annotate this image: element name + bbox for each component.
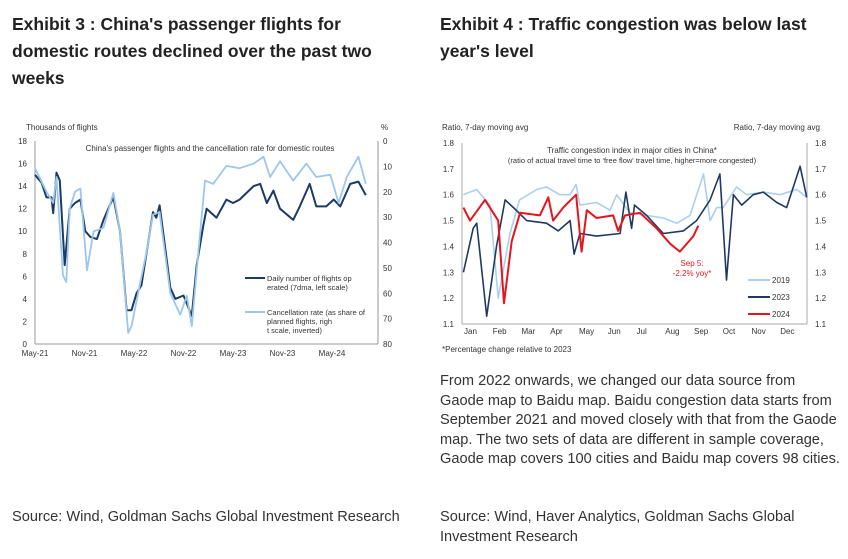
exhibit-4-source: Source: Wind, Haver Analytics, Goldman S… [440, 509, 795, 545]
x-tick-label: Nov [752, 327, 766, 336]
flights-chart: 0 2 4 6 8 10 12 14 16 18 0 10 20 30 40 50 60 70 80 May-21 No… [18, 123, 392, 358]
y-tick-label: 0 [23, 340, 28, 349]
x-tick-label: Aug [665, 327, 679, 336]
x-tick-label: May-22 [121, 349, 148, 358]
series-line-2024 [462, 193, 700, 305]
y-tick-label: 1.3 [443, 268, 455, 277]
y-axis-label: Thousands of flights [26, 123, 98, 132]
legend-label-2024: 2024 [772, 310, 790, 319]
y-tick-label: 1.4 [443, 242, 455, 251]
legend-label: Cancellation rate (as share of planned fl… [267, 308, 366, 335]
x-tick-label: May-23 [220, 349, 247, 358]
y2-tick-label: 40 [383, 239, 392, 248]
x-tick-label: Dec [780, 327, 794, 336]
y-tick-label: 14 [18, 182, 27, 191]
y2-tick-label: 60 [383, 289, 392, 298]
x-tick-label: Jun [608, 327, 621, 336]
y2-tick-label: 80 [383, 340, 392, 349]
y-tick-label: 1.8 [443, 139, 455, 148]
x-tick-label: Feb [493, 327, 507, 336]
x-tick-label: Oct [723, 327, 736, 336]
footnote: *Percentage change relative to 2023 [442, 345, 572, 354]
y2-tick-label: 1.7 [815, 165, 827, 174]
y-tick-label: 8 [23, 250, 28, 259]
congestion-chart: 1.1 1.1 1.2 1.2 1.3 1.3 1.4 1.4 1.5 1.5 1.6 1.6 1.7 1… [442, 123, 827, 354]
legend-label-2023: 2023 [772, 293, 790, 302]
y2-tick-label: 50 [383, 264, 392, 273]
data-source-note: From 2022 onwards, we changed our data s… [440, 373, 840, 468]
x-tick-label: Nov-22 [171, 349, 197, 358]
y-tick-label: 1.2 [443, 294, 455, 303]
y-tick-label: 1.6 [443, 191, 455, 200]
exhibit-3-title: Exhibit 3 : China's passenger flights fo… [12, 14, 372, 88]
x-tick-label: Nov-23 [270, 349, 296, 358]
x-tick-label: Sep [694, 327, 709, 336]
legend-label: Daily number of flights op erated (7dma, … [267, 274, 352, 292]
x-tick-label: May-24 [319, 349, 346, 358]
x-tick-label: Jan [464, 327, 477, 336]
y-tick-label: 2 [23, 317, 28, 326]
y-tick-label: 1.5 [443, 217, 455, 226]
series-line-2019 [463, 173, 808, 299]
y2-tick-label: 20 [383, 188, 392, 197]
y-tick-label: 16 [18, 160, 27, 169]
x-tick-label: May [579, 327, 594, 336]
y2-tick-label: 1.1 [815, 320, 827, 329]
chart-title: Traffic congestion index in major cities… [547, 146, 717, 155]
exhibit-3-source: Source: Wind, Goldman Sachs Global Inves… [12, 509, 400, 525]
y-tick-label: 6 [23, 272, 28, 281]
y-tick-label: 18 [18, 137, 27, 146]
chart-subtitle: (ratio of actual travel time to 'free fl… [508, 156, 757, 165]
y-axis-label: Ratio, 7-day moving avg [442, 123, 528, 132]
x-tick-label: Jul [637, 327, 647, 336]
y2-tick-label: 70 [383, 315, 392, 324]
sep-5-annotation: Sep 5: -2.2% yoy* [673, 259, 712, 278]
y2-tick-label: 0 [383, 137, 388, 146]
y-tick-label: 1.1 [443, 320, 455, 329]
y-tick-label: 1.7 [443, 165, 455, 174]
y2-tick-label: 1.2 [815, 294, 827, 303]
y-tick-label: 4 [23, 295, 28, 304]
y2-axis-label: % [381, 123, 388, 132]
y2-axis-label: Ratio, 7-day moving avg [734, 123, 820, 132]
legend-label-2019: 2019 [772, 276, 790, 285]
y2-tick-label: 1.3 [815, 268, 827, 277]
chart-title: China's passenger flights and the cancel… [86, 144, 335, 153]
y2-tick-label: 1.5 [815, 217, 827, 226]
y2-tick-label: 10 [383, 162, 392, 171]
y2-tick-label: 1.8 [815, 139, 827, 148]
x-tick-label: Nov-21 [72, 349, 98, 358]
y2-tick-label: 1.6 [815, 191, 827, 200]
exhibit-4-title: Exhibit 4 : Traffic congestion was below… [440, 14, 807, 61]
x-tick-label: May-21 [22, 349, 49, 358]
x-tick-label: Apr [550, 327, 563, 336]
series-line-cancellation-rate [34, 155, 367, 334]
y-tick-label: 10 [18, 227, 27, 236]
x-tick-label: Mar [522, 327, 536, 336]
y2-tick-label: 1.4 [815, 242, 827, 251]
y2-tick-label: 30 [383, 213, 392, 222]
y-tick-label: 12 [18, 205, 27, 214]
series-line-2023 [462, 165, 808, 317]
